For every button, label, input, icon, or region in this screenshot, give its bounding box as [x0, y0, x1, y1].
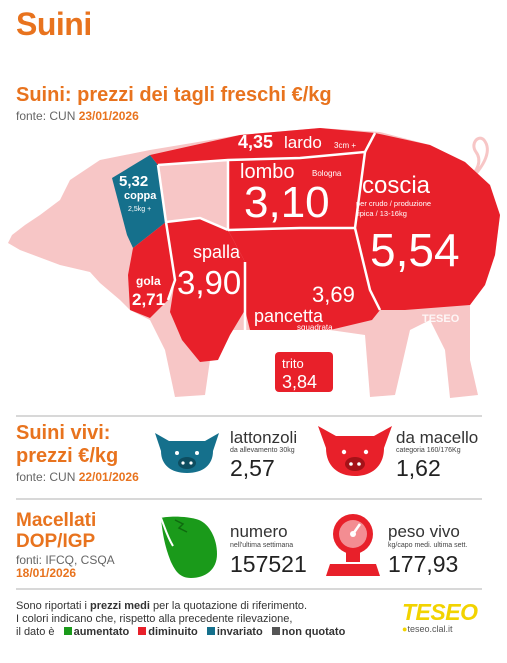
legend-non-quotato: non quotato [281, 626, 346, 638]
legend-green-square [63, 627, 72, 635]
page-title: Suini [16, 6, 92, 42]
lattonzoli-note: da allevamento 30kg [230, 447, 295, 454]
gola-label: gola [136, 274, 161, 288]
teseo-watermark: TESEO [422, 313, 460, 325]
cut-trito [275, 352, 333, 392]
lombo-note: Bologna [312, 169, 342, 178]
numero-label: numero [230, 522, 288, 541]
divider-1 [16, 415, 482, 417]
legend-diminuito: diminuito [148, 626, 198, 638]
trito-label: trito [282, 356, 304, 371]
coscia-note-2: tipica / 13-16kg [356, 209, 407, 218]
gola-value: 2,71 [132, 290, 165, 309]
teseo-brand[interactable]: TESEO ●teseo.clal.it [402, 599, 492, 634]
pancetta-value: 3,69 [312, 282, 355, 307]
legend-teal-square [206, 627, 215, 635]
lardo-value: 4,35 [238, 132, 273, 152]
numero-note: nell'ultima settimana [230, 542, 294, 549]
legend-invariato: invariato [216, 626, 263, 638]
pig-cuts-diagram: 4,35 lardo 3cm + 5,32 coppa 2,5kg + lomb… [8, 128, 500, 398]
cut-coppa [112, 155, 166, 248]
cut-spalla [166, 218, 245, 362]
tagli-source: fonte: CUN 23/01/2026 [16, 109, 139, 123]
lattonzoli-label: lattonzoli [230, 428, 298, 447]
lattonzoli-value: 2,57 [230, 455, 275, 481]
macellati-title: Macellati DOP/IGP [16, 510, 97, 552]
teseo-logo: TESEO [402, 599, 478, 625]
ham-leg-icon [160, 516, 217, 578]
lardo-note: 3cm + [334, 141, 356, 150]
cut-coscia [355, 133, 500, 310]
legend-gray-square [271, 627, 280, 635]
pancetta-note: squadrata [297, 323, 333, 332]
peso-note: kg/capo medi. ultima sett. [388, 542, 468, 549]
coppa-label: coppa [124, 190, 157, 202]
coscia-label: coscia [362, 172, 431, 199]
peso-label: peso vivo [388, 522, 460, 541]
coscia-value: 5,54 [370, 224, 460, 276]
footer-note: Sono riportati i prezzi medi per la quot… [16, 600, 346, 638]
teseo-url: teseo.clal.it [407, 624, 453, 634]
pig-head-teal-icon [155, 433, 219, 473]
cut-lombo [228, 152, 365, 230]
trito-value: 3,84 [282, 372, 317, 392]
coppa-note: 2,5kg + [128, 206, 151, 213]
legend-red-square [138, 627, 147, 635]
vivi-source: fonte: CUN 22/01/2026 [16, 470, 139, 484]
macello-note: categoria 160/176Kg [396, 447, 461, 454]
numero-value: 157521 [230, 551, 307, 577]
spalla-label: spalla [193, 242, 241, 262]
spalla-value: 3,90 [177, 264, 241, 301]
scale-icon [326, 514, 380, 576]
lombo-label: lombo [240, 161, 294, 183]
pig-head-red-icon [318, 426, 392, 476]
cut-gola [128, 222, 175, 318]
vivi-title: Suini vivi: prezzi €/kg [16, 422, 119, 467]
coppa-value: 5,32 [119, 173, 148, 190]
divider-3 [16, 588, 482, 590]
legend-aumentato: aumentato [73, 626, 130, 638]
peso-value: 177,93 [388, 551, 459, 577]
divider-2 [16, 498, 482, 500]
teseo-dot-icon: ● [402, 624, 408, 634]
macello-label: da macello [396, 428, 479, 447]
macellati-source: fonti: IFCQ, CSQA 18/01/2026 [16, 553, 115, 580]
coscia-note-1: per crudo / produzione [356, 199, 431, 208]
pancetta-label: pancetta [254, 306, 324, 326]
lombo-value: 3,10 [244, 178, 330, 227]
macello-value: 1,62 [396, 455, 441, 481]
lardo-label: lardo [284, 133, 322, 152]
tagli-title: Suini: prezzi dei tagli freschi €/kg [16, 84, 332, 106]
cut-pancetta [228, 228, 380, 330]
